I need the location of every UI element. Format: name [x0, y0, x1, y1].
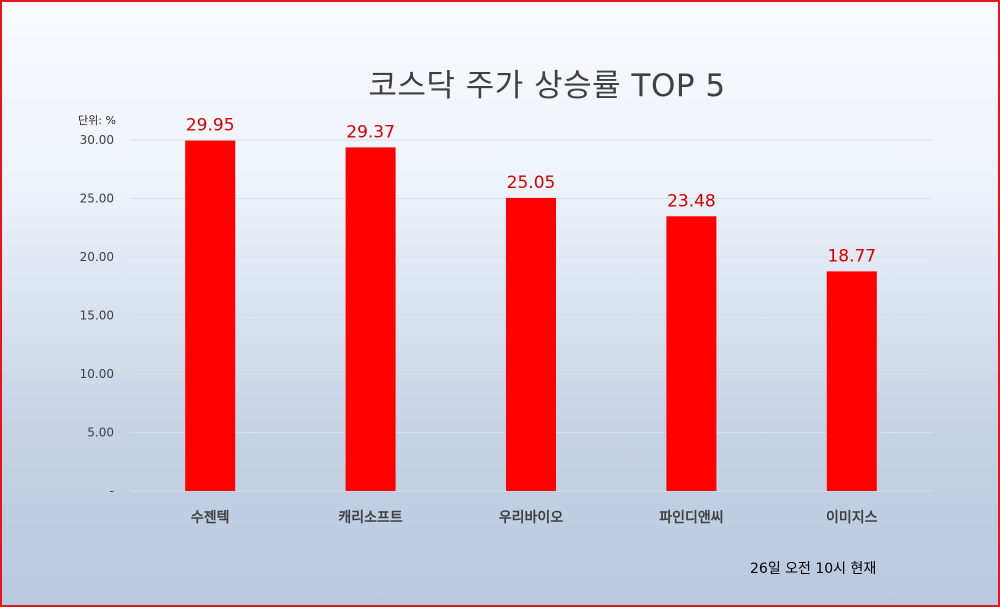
y-tick-label: 10.00 — [80, 367, 114, 381]
bar — [185, 140, 236, 491]
chart-title: 코스닥 주가 상승률 TOP 5 — [368, 68, 726, 104]
unit-label: 단위: % — [78, 114, 116, 127]
x-tick-label: 파인디앤씨 — [659, 509, 723, 526]
y-tick-label: 20.00 — [80, 250, 114, 264]
y-tick-label: 15.00 — [80, 309, 114, 323]
data-label: 18.77 — [827, 246, 876, 266]
y-tick-label: - — [110, 484, 114, 498]
data-label: 29.95 — [186, 116, 235, 136]
x-tick-label: 수젠텍 — [191, 509, 230, 526]
y-tick-label: 30.00 — [80, 133, 114, 147]
bar — [666, 216, 717, 491]
data-label: 25.05 — [507, 173, 556, 193]
bar — [506, 197, 556, 492]
bar — [345, 147, 396, 491]
y-tick-label: 5.00 — [87, 426, 114, 440]
x-tick-label: 우리바이오 — [499, 509, 564, 526]
x-tick-label: 이미지스 — [826, 509, 878, 526]
data-label: 23.48 — [667, 191, 716, 211]
x-tick-label: 캐리소프트 — [338, 510, 403, 526]
timestamp-note: 26일 오전 10시 현재 — [750, 561, 877, 577]
data-label: 29.37 — [346, 122, 395, 142]
bar — [826, 271, 877, 491]
y-tick-label: 25.00 — [80, 192, 114, 206]
